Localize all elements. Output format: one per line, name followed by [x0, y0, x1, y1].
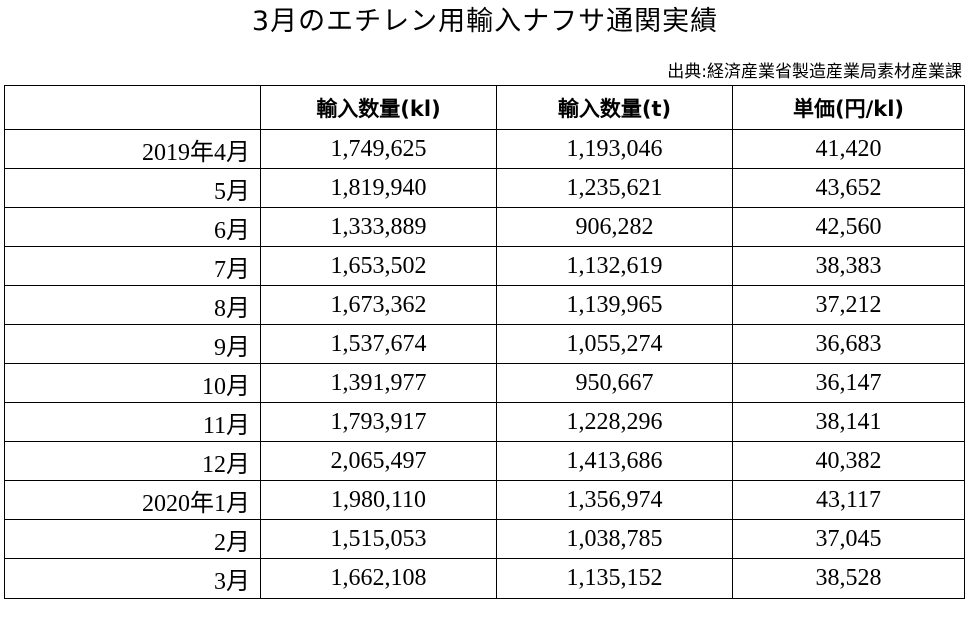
volume-kl-cell: 2,065,497 [260, 441, 497, 481]
month-cell: 7月 [4, 246, 261, 286]
unit-price-cell: 37,212 [732, 285, 965, 325]
month-cell: 2月 [4, 519, 261, 559]
month-cell: 10月 [4, 363, 261, 403]
volume-t-cell: 906,282 [496, 207, 733, 247]
table-row: 2月 1,515,053 1,038,785 37,045 [4, 519, 965, 559]
unit-price-cell: 41,420 [732, 129, 965, 169]
month-cell: 9月 [4, 324, 261, 364]
unit-price-cell: 42,560 [732, 207, 965, 247]
volume-t-cell: 1,356,974 [496, 480, 733, 520]
header-month [4, 85, 261, 130]
table-row: 11月 1,793,917 1,228,296 38,141 [4, 402, 965, 442]
unit-price-cell: 38,141 [732, 402, 965, 442]
month-cell: 3月 [4, 558, 261, 599]
month-cell: 8月 [4, 285, 261, 325]
table-header-row: 輸入数量(kl) 輸入数量(t) 単価(円/kl) [4, 85, 965, 130]
unit-price-cell: 38,383 [732, 246, 965, 286]
table-row: 2020年1月 1,980,110 1,356,974 43,117 [4, 480, 965, 520]
table-body: 2019年4月 1,749,625 1,193,046 41,420 5月 1,819,9… [4, 129, 965, 599]
table-row: 2019年4月 1,749,625 1,193,046 41,420 [4, 129, 965, 169]
volume-t-cell: 1,038,785 [496, 519, 733, 559]
unit-price-cell: 38,528 [732, 558, 965, 599]
unit-price-cell: 36,683 [732, 324, 965, 364]
volume-kl-cell: 1,537,674 [260, 324, 497, 364]
volume-kl-cell: 1,673,362 [260, 285, 497, 325]
volume-t-cell: 950,667 [496, 363, 733, 403]
unit-price-cell: 36,147 [732, 363, 965, 403]
volume-t-cell: 1,055,274 [496, 324, 733, 364]
table-row: 12月 2,065,497 1,413,686 40,382 [4, 441, 965, 481]
month-cell: 2019年4月 [4, 129, 261, 169]
volume-kl-cell: 1,653,502 [260, 246, 497, 286]
volume-t-cell: 1,228,296 [496, 402, 733, 442]
month-cell: 5月 [4, 168, 261, 208]
volume-t-cell: 1,135,152 [496, 558, 733, 599]
volume-t-cell: 1,413,686 [496, 441, 733, 481]
volume-kl-cell: 1,333,889 [260, 207, 497, 247]
volume-t-cell: 1,193,046 [496, 129, 733, 169]
volume-kl-cell: 1,662,108 [260, 558, 497, 599]
unit-price-cell: 40,382 [732, 441, 965, 481]
unit-price-cell: 37,045 [732, 519, 965, 559]
header-volume-t: 輸入数量(t) [496, 85, 733, 130]
volume-kl-cell: 1,819,940 [260, 168, 497, 208]
volume-kl-cell: 1,391,977 [260, 363, 497, 403]
volume-kl-cell: 1,980,110 [260, 480, 497, 520]
header-volume-kl: 輸入数量(kl) [260, 85, 497, 130]
volume-t-cell: 1,235,621 [496, 168, 733, 208]
month-cell: 12月 [4, 441, 261, 481]
month-cell: 2020年1月 [4, 480, 261, 520]
unit-price-cell: 43,117 [732, 480, 965, 520]
page-title: 3月のエチレン用輸入ナフサ通関実績 [251, 6, 719, 37]
table-row: 9月 1,537,674 1,055,274 36,683 [4, 324, 965, 364]
table-row: 8月 1,673,362 1,139,965 37,212 [4, 285, 965, 325]
month-cell: 11月 [4, 402, 261, 442]
table-row: 3月 1,662,108 1,135,152 38,528 [4, 558, 965, 599]
table-row: 7月 1,653,502 1,132,619 38,383 [4, 246, 965, 286]
source-note: 出典:経済産業省製造産業局素材産業課 [667, 62, 962, 82]
table-row: 6月 1,333,889 906,282 42,560 [4, 207, 965, 247]
volume-t-cell: 1,132,619 [496, 246, 733, 286]
unit-price-cell: 43,652 [732, 168, 965, 208]
volume-kl-cell: 1,749,625 [260, 129, 497, 169]
table-row: 10月 1,391,977 950,667 36,147 [4, 363, 965, 403]
naphtha-import-table: 輸入数量(kl) 輸入数量(t) 単価(円/kl) 2019年4月 1,749,6… [4, 85, 965, 599]
header-unit-price: 単価(円/kl) [732, 85, 965, 130]
table-row: 5月 1,819,940 1,235,621 43,652 [4, 168, 965, 208]
volume-kl-cell: 1,515,053 [260, 519, 497, 559]
volume-kl-cell: 1,793,917 [260, 402, 497, 442]
month-cell: 6月 [4, 207, 261, 247]
volume-t-cell: 1,139,965 [496, 285, 733, 325]
